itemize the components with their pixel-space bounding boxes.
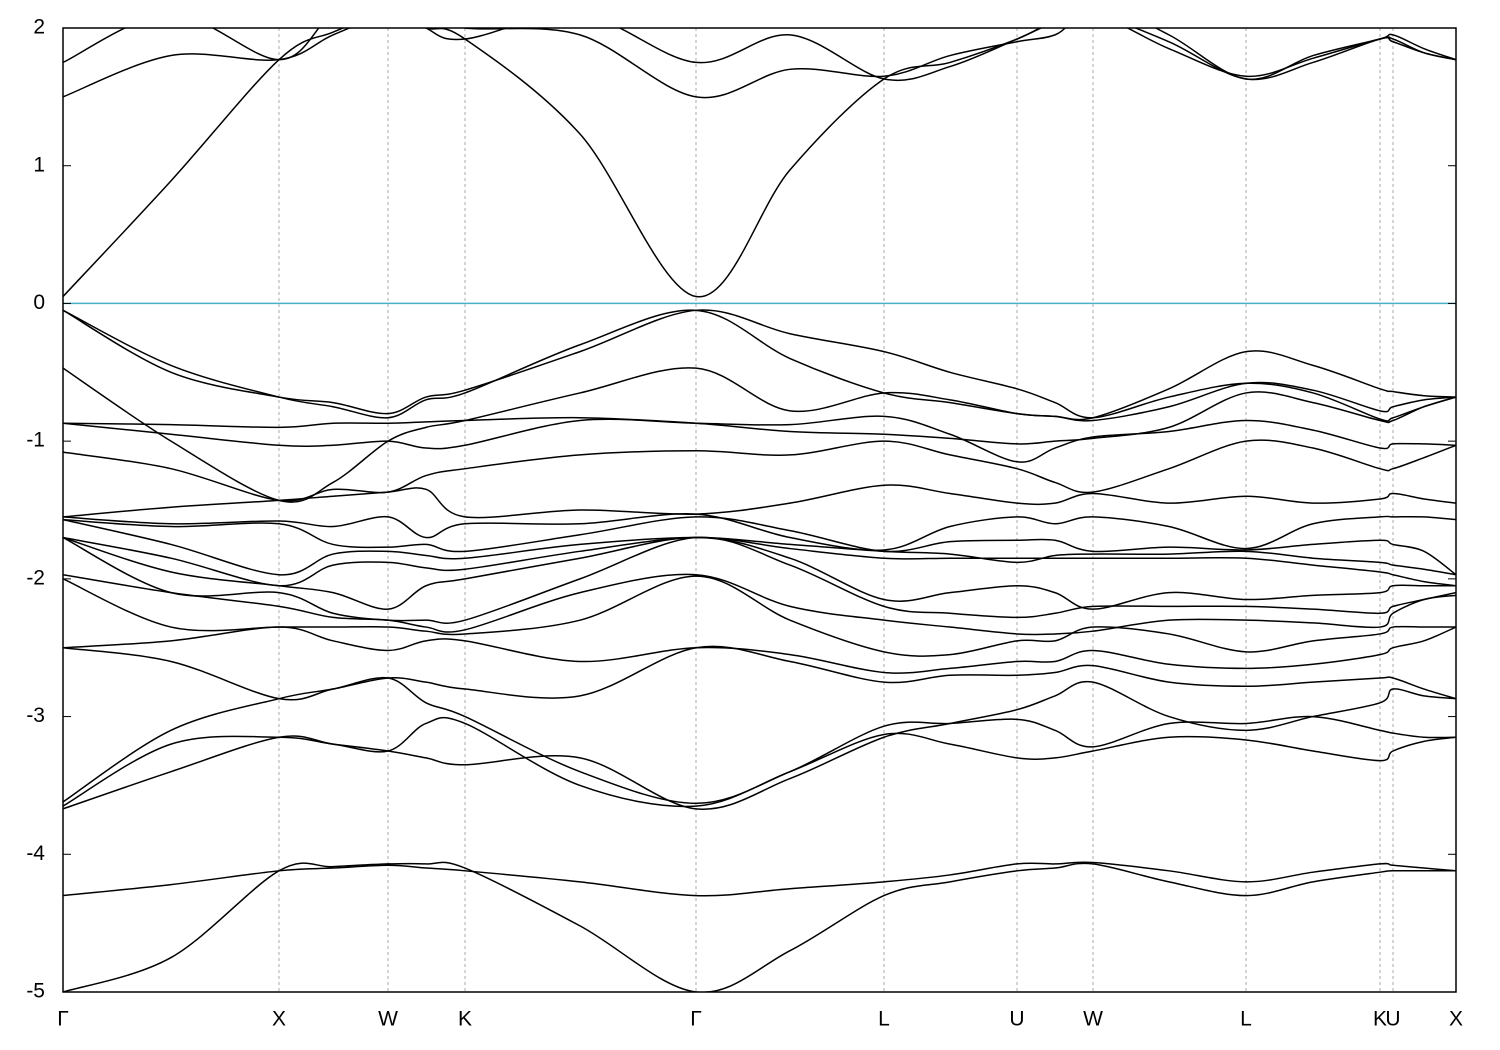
x-tick-label: X — [1449, 1008, 1463, 1031]
y-tick-label: 1 — [33, 153, 45, 176]
band-line — [63, 28, 1456, 298]
plot-layer — [63, 28, 1456, 992]
x-tick-label: W — [378, 1008, 398, 1031]
band-line — [63, 28, 1456, 82]
plot-area — [63, 28, 1456, 992]
band-line — [63, 309, 1456, 421]
x-tick-label: Γ — [690, 1008, 702, 1031]
band-line — [63, 626, 1456, 674]
band-line — [63, 645, 1456, 701]
y-tick-label: -1 — [26, 429, 45, 452]
x-tick-label: L — [1240, 1008, 1252, 1031]
x-tick-label: L — [878, 1008, 890, 1031]
x-tick-label: W — [1083, 1008, 1103, 1031]
band-line — [63, 536, 1456, 624]
band-line — [63, 536, 1456, 587]
y-tick-label: 0 — [33, 291, 45, 314]
y-tick-label: -4 — [26, 842, 45, 865]
band-line — [63, 861, 1456, 897]
y-tick-label: -3 — [26, 704, 45, 727]
y-tick-label: -5 — [26, 980, 45, 1003]
band-line — [63, 367, 1456, 503]
band-line — [63, 516, 1456, 576]
y-tick-label: 2 — [33, 16, 45, 39]
band-line — [63, 28, 1456, 99]
band-line — [63, 484, 1456, 519]
band-line — [63, 439, 1456, 502]
x-tick-label: K — [1373, 1008, 1387, 1031]
y-tick-label: -2 — [26, 566, 45, 589]
band-line — [63, 391, 1456, 445]
x-tick-label: U — [1385, 1008, 1400, 1031]
band-line — [63, 716, 1456, 808]
x-tick-label: Γ — [57, 1008, 69, 1031]
x-tick-label: U — [1009, 1008, 1024, 1031]
band-line — [63, 415, 1456, 463]
band-line — [63, 309, 1456, 422]
band-line — [63, 513, 1456, 551]
band-line — [63, 861, 1456, 992]
band-line — [63, 680, 1456, 810]
x-tick-label: K — [458, 1008, 472, 1031]
plot-frame — [62, 27, 1457, 993]
x-tick-label: X — [272, 1008, 286, 1031]
band-line — [63, 536, 1456, 610]
band-line — [63, 575, 1456, 657]
band-line — [63, 573, 1456, 636]
